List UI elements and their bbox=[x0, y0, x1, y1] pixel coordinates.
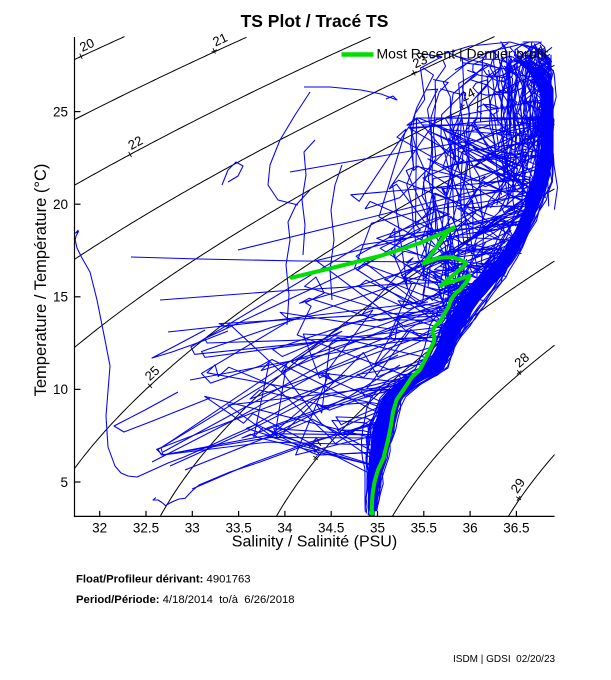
svg-text:Most Recent | Dernier profil: Most Recent | Dernier profil bbox=[377, 46, 547, 62]
svg-text:34.5: 34.5 bbox=[318, 521, 344, 536]
svg-text:36.5: 36.5 bbox=[503, 521, 529, 536]
svg-text:Period/Période: 4/18/2014 to/: Period/Période: 4/18/2014 to/à 6/26/2018 bbox=[76, 594, 295, 606]
svg-text:15: 15 bbox=[53, 290, 68, 305]
svg-text:34: 34 bbox=[277, 521, 293, 536]
svg-text:10: 10 bbox=[53, 382, 68, 397]
svg-text:Salinity / Salinité (PSU): Salinity / Salinité (PSU) bbox=[232, 534, 397, 551]
svg-text:35: 35 bbox=[370, 521, 385, 536]
svg-text:Temperature / Température (°C): Temperature / Température (°C) bbox=[32, 164, 50, 397]
svg-text:32.5: 32.5 bbox=[133, 521, 159, 536]
svg-text:20: 20 bbox=[77, 35, 96, 55]
svg-text:5: 5 bbox=[60, 475, 68, 490]
svg-text:TS Plot / Tracé TS: TS Plot / Tracé TS bbox=[241, 11, 389, 31]
svg-text:33: 33 bbox=[185, 521, 200, 536]
svg-text:25: 25 bbox=[53, 104, 68, 119]
svg-text:Float/Profileur dérivant: 4901: Float/Profileur dérivant: 4901763 bbox=[76, 574, 251, 586]
svg-text:32: 32 bbox=[92, 521, 107, 536]
svg-text:20: 20 bbox=[53, 197, 68, 212]
svg-text:29: 29 bbox=[507, 475, 528, 495]
svg-text:33.5: 33.5 bbox=[225, 521, 251, 536]
svg-text:21: 21 bbox=[210, 30, 229, 50]
svg-text:36: 36 bbox=[463, 521, 478, 536]
svg-text:ISDM | GDSI 02/20/23: ISDM | GDSI 02/20/23 bbox=[453, 654, 556, 665]
svg-text:35.5: 35.5 bbox=[411, 521, 437, 536]
svg-text:22: 22 bbox=[125, 133, 145, 153]
